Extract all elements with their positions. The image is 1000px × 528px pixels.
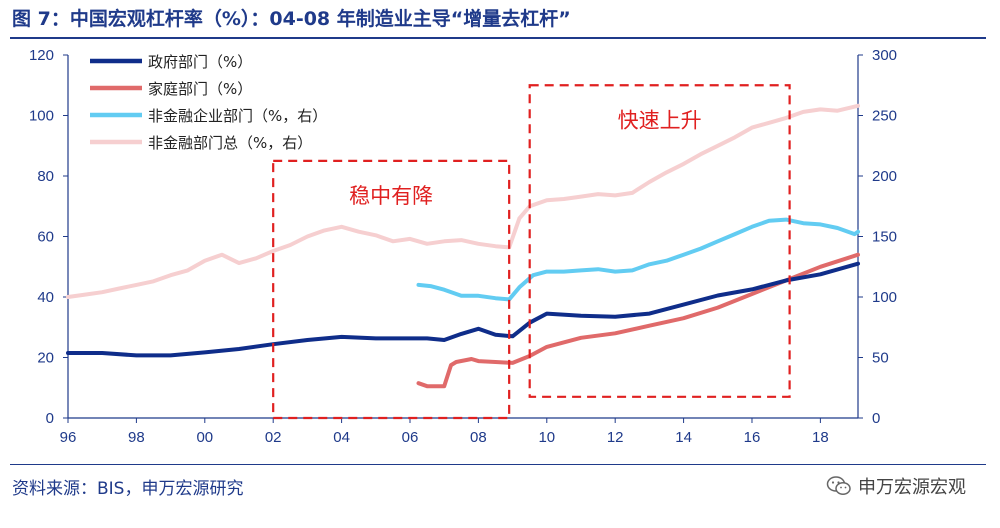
figure-title: 图 7：中国宏观杠杆率（%）：04-08 年制造业主导“增量去杠杆”: [12, 8, 571, 30]
legend: 政府部门（%） 家庭部门（%） 非金融企业部门（%，右） 非金融部门总（%，右）: [90, 53, 327, 152]
y-tick-label-left: 80: [37, 168, 54, 185]
y-tick-label-right: 150: [872, 229, 897, 246]
x-tick-label: 10: [538, 429, 555, 446]
series-line-2: [416, 217, 860, 302]
series-group: [66, 103, 860, 389]
x-tick-label: 16: [744, 429, 761, 446]
y-tick-label-left: 100: [29, 108, 54, 125]
annotation-label-0: 稳中有降: [349, 184, 433, 208]
y-tick-label-right: 100: [872, 289, 897, 306]
watermark-text: 申万宏源宏观: [858, 477, 966, 498]
y-tick-label-right: 250: [872, 108, 897, 125]
y-tick-label-right: 300: [872, 47, 897, 64]
y-tick-label-left: 20: [37, 350, 54, 367]
y-tick-label-left: 40: [37, 289, 54, 306]
watermark: 申万宏源宏观: [826, 473, 966, 499]
series-line-1: [416, 252, 860, 389]
legend-label-2: 非金融企业部门（%，右）: [148, 107, 327, 125]
x-tick-label: 08: [470, 429, 487, 446]
legend-label-3: 非金融部门总（%，右）: [148, 134, 312, 152]
x-tick-label: 12: [607, 429, 624, 446]
y-tick-label-left: 120: [29, 47, 54, 64]
y-tick-label-right: 0: [872, 410, 880, 427]
x-tick-label: 18: [812, 429, 829, 446]
title-rule: [10, 37, 986, 39]
series-line-0: [66, 261, 860, 358]
y-tick-label-right: 50: [872, 350, 889, 367]
y-tick-label-left: 0: [46, 410, 54, 427]
annotation-box-0: [272, 159, 511, 420]
source-note: 资料来源：BIS，申万宏源研究: [12, 479, 244, 499]
x-tick-label: 06: [402, 429, 419, 446]
legend-label-1: 家庭部门（%）: [148, 80, 252, 98]
wechat-icon: [826, 476, 851, 496]
annotations-group: 稳中有降 快速上升: [272, 84, 791, 420]
x-tick-label: 98: [128, 429, 145, 446]
x-tick-label: 00: [196, 429, 213, 446]
y-tick-label-right: 200: [872, 168, 897, 185]
x-tick-label: 04: [333, 429, 350, 446]
footer-rule: [10, 464, 986, 465]
x-tick-label: 14: [675, 429, 692, 446]
annotation-label-1: 快速上升: [618, 108, 702, 132]
x-tick-label: 02: [265, 429, 282, 446]
y-tick-label-left: 60: [37, 229, 54, 246]
x-tick-label: 96: [60, 429, 77, 446]
series-line-3: [66, 103, 860, 299]
legend-label-0: 政府部门（%）: [148, 53, 252, 71]
